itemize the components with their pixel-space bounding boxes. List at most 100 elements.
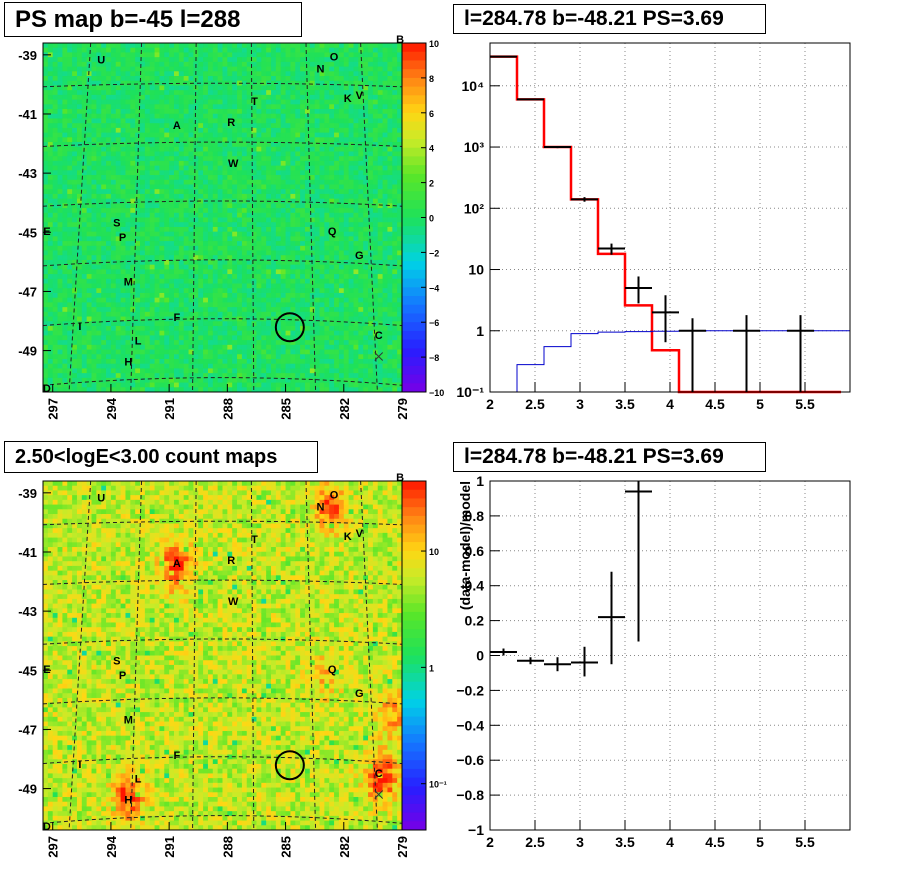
data-point <box>490 55 517 58</box>
y-tick-label: 10³ <box>464 139 485 155</box>
colorbar-tick-label: 0 <box>429 214 434 224</box>
colorbar-tick-label: −4 <box>429 283 439 293</box>
x-tick-label: 282 <box>337 836 352 858</box>
count-map-colorbar: 10 1 10⁻¹ <box>401 480 447 831</box>
y-tick-label: -49 <box>18 782 37 797</box>
source-label: D <box>43 821 51 833</box>
y-tick-label: 0.2 <box>465 613 485 629</box>
colorbar-tick-label: 1 <box>429 663 434 673</box>
source-label: N <box>317 64 325 76</box>
x-tick-label: 5.5 <box>795 396 815 412</box>
x-tick-label: 3 <box>576 834 584 850</box>
colorbar-tick-label: −6 <box>429 318 439 328</box>
background-model-line <box>490 330 850 393</box>
y-tick-label: -39 <box>18 48 37 63</box>
source-label: W <box>228 158 239 170</box>
x-tick-label: 2.5 <box>525 396 545 412</box>
colorbar-tick-label: 4 <box>429 144 434 154</box>
ps-map-title: PS map b=-45 l=288 <box>4 2 302 37</box>
data-point <box>544 657 571 672</box>
source-label: G <box>355 250 364 262</box>
source-label: M <box>124 715 133 727</box>
data-point <box>625 276 652 304</box>
colorbar-tick-label: 6 <box>429 109 434 119</box>
x-tick-label: 2 <box>486 396 494 412</box>
source-marker <box>374 352 384 361</box>
data-point <box>787 315 814 392</box>
source-label: T <box>251 534 258 546</box>
x-tick-label: 3.5 <box>615 396 635 412</box>
source-label: S <box>113 655 120 667</box>
x-tick-label: 3.5 <box>615 834 635 850</box>
source-label: G <box>355 688 364 700</box>
source-label: U <box>97 55 105 67</box>
y-tick-label: −0.6 <box>456 752 484 768</box>
source-label: P <box>119 232 126 244</box>
colorbar-tick-label: −10 <box>429 388 444 398</box>
x-tick-label: 5.5 <box>795 834 815 850</box>
count-map-graticule <box>42 480 403 831</box>
source-label: V <box>356 90 364 102</box>
source-label: A <box>173 558 181 570</box>
data-point <box>679 318 706 392</box>
source-label: K <box>344 93 352 105</box>
source-label: L <box>135 774 142 786</box>
y-tick-label: -39 <box>18 486 37 501</box>
source-label: L <box>135 336 142 348</box>
source-label: T <box>251 96 258 108</box>
y-tick-label: 1 <box>476 473 484 489</box>
source-label: F <box>174 312 181 324</box>
y-tick-label: -41 <box>18 545 37 560</box>
source-label: A <box>173 120 181 132</box>
data-point <box>490 648 517 656</box>
x-tick-label: 2 <box>486 834 494 850</box>
spectrum-panel: 2 2.5 3 3.5 4 4.5 5 5.5 10⁻¹ 1 10 10² 10³ 10⁴ <box>456 42 851 412</box>
x-tick-label: 285 <box>279 836 294 858</box>
x-tick-label: 285 <box>279 398 294 420</box>
source-marker <box>374 790 384 799</box>
data-point <box>517 98 544 101</box>
x-tick-label: 282 <box>337 398 352 420</box>
source-label: P <box>119 670 126 682</box>
source-label: N <box>317 502 325 514</box>
source-label: I <box>78 759 81 771</box>
y-tick-label: -43 <box>18 166 37 181</box>
x-tick-label: 2.5 <box>525 834 545 850</box>
x-tick-label: 291 <box>162 398 177 420</box>
x-tick-label: 3 <box>576 396 584 412</box>
source-label: F <box>174 750 181 762</box>
target-circle <box>274 750 305 781</box>
source-label: U <box>97 493 105 505</box>
colorbar-tick-label: 10 <box>429 547 439 557</box>
source-label: H <box>124 794 132 806</box>
x-tick-label: 297 <box>46 398 61 420</box>
y-tick-label: -41 <box>18 107 37 122</box>
y-tick-label: 10⁴ <box>462 78 485 94</box>
source-label: B <box>396 34 404 46</box>
y-tick-label: 10⁻¹ <box>456 384 484 400</box>
y-tick-label: 10² <box>464 200 485 216</box>
y-tick-label: 0 <box>476 648 484 664</box>
source-label: Q <box>328 664 337 676</box>
data-point <box>517 657 544 665</box>
y-tick-label: −0.2 <box>456 682 484 698</box>
x-tick-label: 5 <box>756 834 764 850</box>
source-label: C <box>375 330 383 342</box>
x-tick-label: 294 <box>104 835 119 857</box>
data-point <box>733 315 760 392</box>
target-circle <box>274 312 305 343</box>
count-map-title: 2.50<logE<3.00 count maps <box>4 441 318 473</box>
source-label: H <box>124 356 132 368</box>
data-point <box>598 571 625 665</box>
source-label: K <box>344 531 352 543</box>
source-label: O <box>330 490 339 502</box>
source-label: Q <box>328 226 337 238</box>
y-tick-label: −1 <box>468 822 484 838</box>
x-tick-label: 4 <box>666 396 674 412</box>
y-tick-label: 0.4 <box>465 578 485 594</box>
spectrum-grid <box>489 43 850 393</box>
y-tick-label: 0.6 <box>465 543 485 559</box>
